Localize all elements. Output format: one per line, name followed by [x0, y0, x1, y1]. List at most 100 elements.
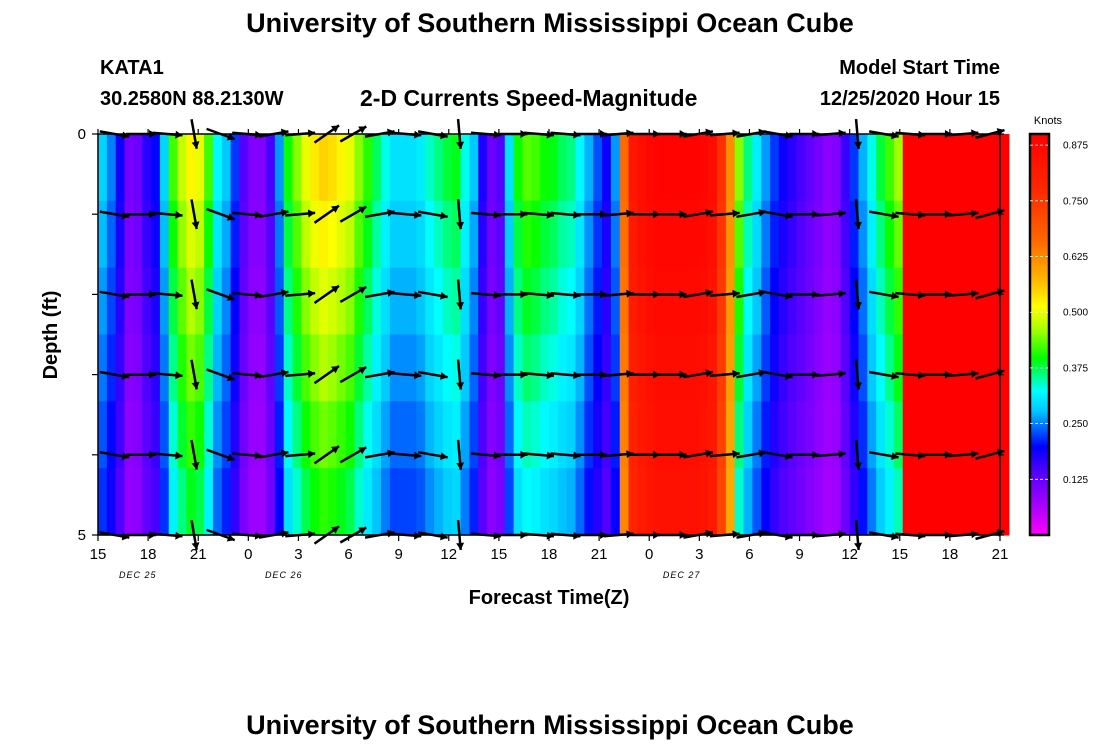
heatmap-cell: [487, 267, 497, 336]
heatmap-cell: [478, 267, 488, 336]
colorbar-tick-label: 0.500: [1063, 308, 1088, 319]
heatmap-cell: [327, 468, 338, 536]
heatmap-cell: [363, 200, 373, 269]
heatmap-cell: [717, 200, 727, 269]
heatmap-cell: [849, 401, 860, 469]
current-vector: [736, 208, 767, 219]
heatmap-cell: [920, 200, 930, 269]
x-tick-label: 18: [942, 546, 959, 563]
heatmap-cell: [380, 267, 391, 336]
heatmap-cell: [363, 468, 373, 536]
heatmap-cell: [805, 134, 815, 202]
heatmap-cell: [858, 267, 868, 336]
current-vector: [99, 290, 130, 300]
heatmap-cell: [257, 267, 267, 336]
heatmap-cell: [363, 267, 373, 336]
current-vector: [313, 204, 340, 224]
heatmap-cell: [787, 134, 798, 202]
heatmap-cell: [540, 200, 550, 269]
heatmap-cell: [902, 468, 913, 536]
current-vector: [603, 450, 634, 459]
heatmap-cell: [425, 468, 435, 536]
heatmap-cell: [460, 334, 471, 402]
heatmap-cell: [389, 267, 400, 336]
heatmap-cell: [814, 468, 824, 536]
heatmap-cell: [310, 334, 320, 402]
heatmap-cell: [663, 200, 674, 269]
model-start-time: 12/25/2020 Hour 15: [819, 88, 1000, 110]
heatmap-cell: [787, 267, 798, 336]
heatmap-cell: [513, 267, 524, 336]
current-vector: [285, 369, 316, 378]
heatmap-cell: [575, 401, 585, 469]
current-vector: [99, 210, 130, 220]
heatmap-cell: [743, 200, 753, 269]
heatmap-cell: [805, 468, 815, 536]
heatmap-cell: [814, 134, 824, 202]
heatmap-cell: [133, 200, 143, 269]
heatmap-cell: [274, 334, 285, 402]
heatmap-cell: [858, 134, 868, 202]
heatmap-cell: [672, 401, 683, 469]
heatmap-cell: [204, 401, 214, 469]
heatmap-cell: [699, 134, 709, 202]
current-vector: [762, 450, 793, 461]
heatmap-cell: [805, 401, 815, 469]
heatmap-cell: [301, 334, 311, 402]
heatmap-cell: [725, 334, 736, 402]
heatmap-cell: [637, 267, 647, 336]
heatmap-cell: [796, 200, 807, 269]
current-vector: [206, 368, 236, 382]
heatmap-cell: [876, 134, 886, 202]
heatmap-cell: [266, 401, 276, 469]
heatmap-cell: [1000, 267, 1010, 336]
heatmap-cell: [584, 200, 594, 269]
current-vector: [285, 289, 316, 298]
heatmap-cell: [867, 267, 877, 336]
heatmap-cell: [416, 200, 426, 269]
heatmap-cell: [955, 401, 966, 469]
current-vector: [630, 290, 661, 299]
heatmap-cell: [142, 468, 152, 536]
heatmap-cell: [487, 468, 497, 536]
heatmap-cell: [151, 334, 161, 402]
heatmap-cell: [929, 134, 939, 202]
heatmap-cell: [106, 267, 117, 336]
heatmap-cell: [646, 134, 656, 202]
heatmap-cell: [734, 200, 745, 269]
heatmap-cell: [743, 267, 753, 336]
heatmap-cell: [725, 134, 736, 202]
current-vector: [364, 289, 395, 299]
x-axis-label: Forecast Time(Z): [469, 587, 630, 609]
heatmap-cell: [133, 134, 143, 202]
heatmap-cell: [725, 267, 736, 336]
heatmap-cell: [637, 134, 647, 202]
heatmap-cell: [885, 267, 895, 336]
heatmap-cell: [372, 267, 382, 336]
heatmap-cell: [451, 267, 462, 336]
heatmap-cell: [955, 468, 966, 536]
heatmap-cell: [195, 468, 205, 536]
heatmap-cell: [372, 334, 382, 402]
heatmap-cell: [319, 468, 329, 536]
heatmap-cell: [274, 401, 285, 469]
colorbar-gradient: [1028, 132, 1051, 537]
heatmap-cell: [725, 200, 736, 269]
heatmap-cell: [106, 134, 117, 202]
current-vector: [417, 370, 448, 380]
heatmap-cell: [195, 134, 205, 202]
heatmap-cell: [778, 200, 789, 269]
heatmap-cell: [593, 334, 603, 402]
heatmap-cell: [690, 134, 700, 202]
current-vector: [709, 369, 740, 378]
heatmap-cell: [681, 134, 692, 202]
heatmap-cell: [442, 267, 453, 336]
heatmap-cell: [478, 334, 488, 402]
heatmap-cell: [885, 134, 895, 202]
heatmap-cell: [142, 334, 152, 402]
heatmap-cell: [504, 334, 515, 402]
current-vector: [339, 446, 367, 464]
current-vector: [868, 450, 899, 461]
heatmap-cell: [124, 134, 134, 202]
heatmap-cell: [955, 267, 966, 336]
